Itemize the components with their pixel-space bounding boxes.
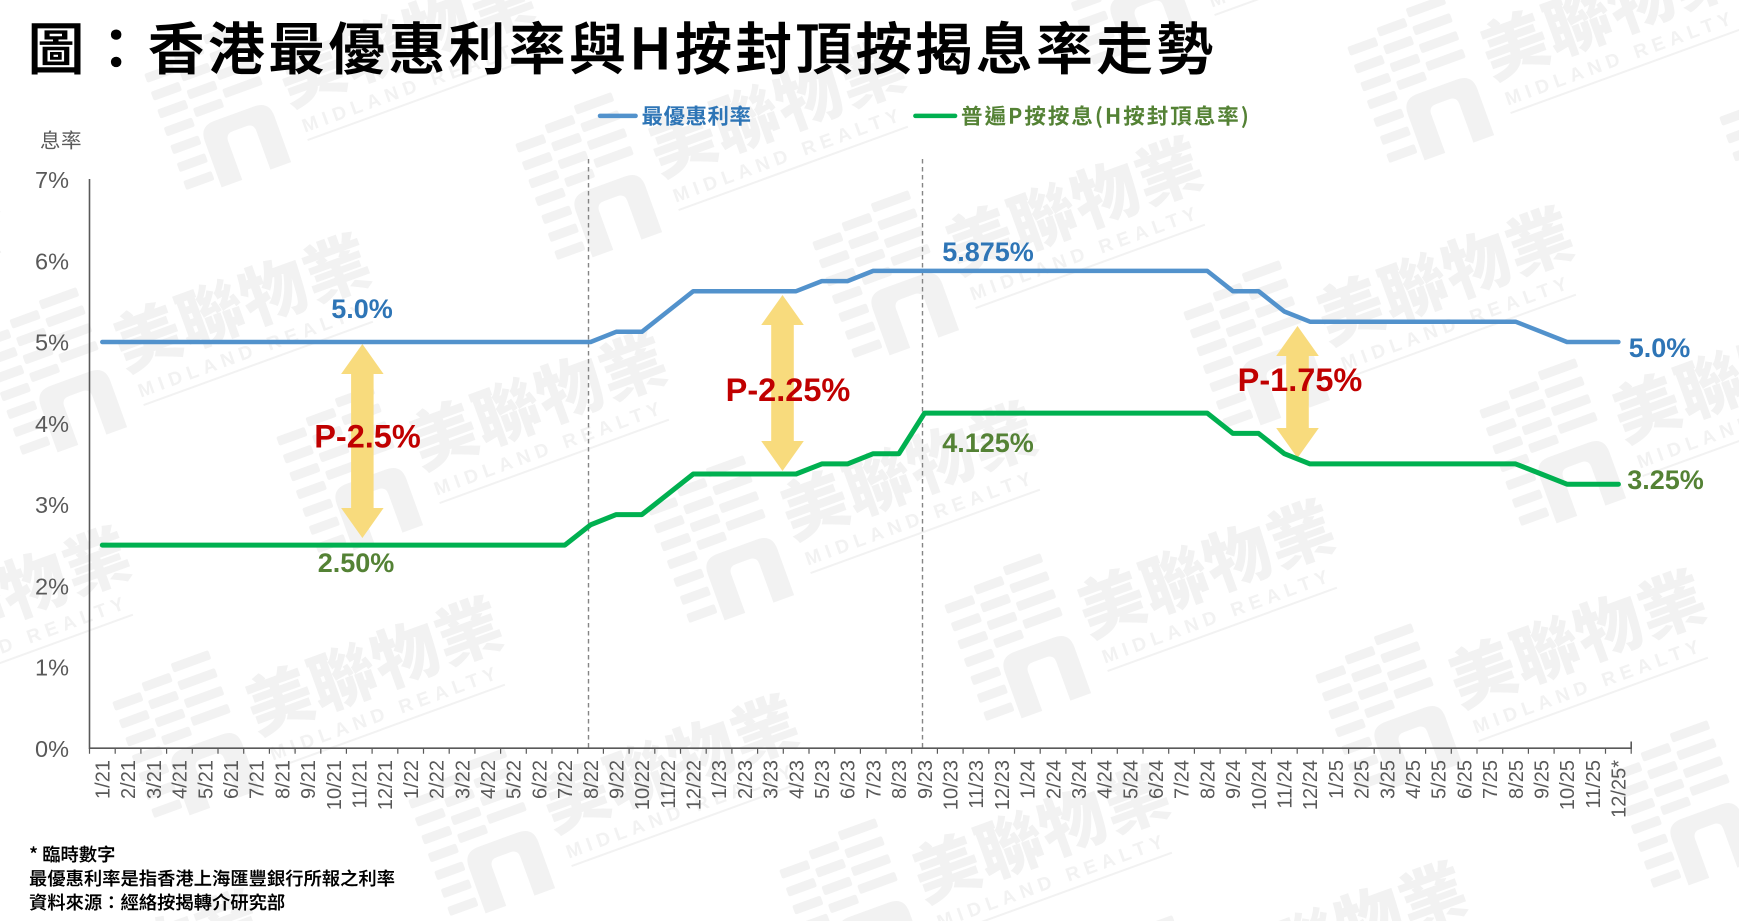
svg-text:7/25: 7/25 — [1480, 760, 1502, 799]
svg-text:4/25: 4/25 — [1403, 760, 1425, 799]
svg-text:3%: 3% — [35, 492, 69, 518]
svg-text:3/25: 3/25 — [1377, 760, 1399, 799]
svg-text:3/24: 3/24 — [1069, 760, 1091, 799]
svg-text:5.0%: 5.0% — [331, 294, 393, 324]
svg-text:9/21: 9/21 — [298, 760, 320, 799]
svg-text:9/23: 9/23 — [915, 760, 937, 799]
svg-text:2/24: 2/24 — [1043, 760, 1065, 799]
svg-text:2/23: 2/23 — [735, 760, 757, 799]
svg-text:4%: 4% — [35, 411, 69, 437]
svg-text:12/25*: 12/25* — [1609, 760, 1631, 818]
svg-text:7/21: 7/21 — [247, 760, 269, 799]
svg-text:0%: 0% — [35, 736, 69, 762]
svg-text:9/25: 9/25 — [1532, 760, 1554, 799]
svg-text:5/24: 5/24 — [1120, 760, 1142, 799]
svg-text:8/23: 8/23 — [889, 760, 911, 799]
svg-text:P-1.75%: P-1.75% — [1238, 362, 1363, 398]
svg-text:4/23: 4/23 — [786, 760, 808, 799]
svg-text:10/22: 10/22 — [632, 760, 654, 810]
svg-text:7/24: 7/24 — [1172, 760, 1194, 799]
svg-text:6/24: 6/24 — [1146, 760, 1168, 799]
svg-text:6/22: 6/22 — [529, 760, 551, 799]
svg-text:11/25: 11/25 — [1583, 760, 1605, 809]
svg-text:11/21: 11/21 — [350, 760, 372, 809]
svg-text:9/24: 9/24 — [1223, 760, 1245, 799]
svg-text:7%: 7% — [35, 167, 69, 193]
svg-text:4.125%: 4.125% — [942, 428, 1034, 458]
svg-text:5.875%: 5.875% — [942, 237, 1034, 267]
svg-text:12/23: 12/23 — [992, 760, 1014, 810]
svg-text:12/21: 12/21 — [375, 760, 397, 810]
svg-text:11/23: 11/23 — [966, 760, 988, 809]
svg-text:10/23: 10/23 — [941, 760, 963, 810]
svg-text:10/24: 10/24 — [1249, 760, 1271, 810]
svg-text:1/24: 1/24 — [1018, 760, 1040, 799]
svg-text:4/21: 4/21 — [170, 760, 192, 799]
svg-text:1%: 1% — [35, 655, 69, 681]
svg-text:5/23: 5/23 — [812, 760, 834, 799]
svg-text:8/22: 8/22 — [581, 760, 603, 799]
svg-text:3/22: 3/22 — [452, 760, 474, 799]
svg-text:5%: 5% — [35, 330, 69, 356]
svg-text:1/22: 1/22 — [401, 760, 423, 799]
svg-text:10/25: 10/25 — [1557, 760, 1579, 810]
svg-text:2%: 2% — [35, 573, 69, 599]
svg-text:8/25: 8/25 — [1506, 760, 1528, 799]
svg-text:10/21: 10/21 — [324, 760, 346, 810]
svg-text:5/25: 5/25 — [1429, 760, 1451, 799]
svg-text:P-2.25%: P-2.25% — [726, 372, 851, 408]
svg-text:5/21: 5/21 — [195, 760, 217, 799]
svg-text:12/24: 12/24 — [1300, 760, 1322, 810]
svg-text:9/22: 9/22 — [606, 760, 628, 799]
svg-text:2/25: 2/25 — [1352, 760, 1374, 799]
svg-text:11/24: 11/24 — [1275, 760, 1297, 809]
svg-text:8/21: 8/21 — [272, 760, 294, 799]
svg-text:1/21: 1/21 — [93, 760, 115, 799]
svg-text:7/22: 7/22 — [555, 760, 577, 799]
svg-text:3.25%: 3.25% — [1627, 465, 1704, 495]
svg-text:P-2.5%: P-2.5% — [314, 419, 421, 455]
svg-text:2/21: 2/21 — [118, 760, 140, 799]
svg-text:3/23: 3/23 — [761, 760, 783, 799]
svg-text:12/22: 12/22 — [684, 760, 706, 810]
svg-text:2/22: 2/22 — [427, 760, 449, 799]
svg-text:6%: 6% — [35, 248, 69, 274]
svg-text:5.0%: 5.0% — [1629, 333, 1691, 363]
svg-text:7/23: 7/23 — [863, 760, 885, 799]
svg-text:8/24: 8/24 — [1197, 760, 1219, 799]
svg-text:5/22: 5/22 — [504, 760, 526, 799]
svg-text:1/25: 1/25 — [1326, 760, 1348, 799]
svg-text:6/25: 6/25 — [1454, 760, 1476, 799]
svg-text:11/22: 11/22 — [658, 760, 680, 809]
svg-text:4/22: 4/22 — [478, 760, 500, 799]
svg-text:1/23: 1/23 — [709, 760, 731, 799]
svg-text:6/21: 6/21 — [221, 760, 243, 799]
svg-text:2.50%: 2.50% — [318, 548, 395, 578]
svg-text:6/23: 6/23 — [838, 760, 860, 799]
svg-text:3/21: 3/21 — [144, 760, 166, 799]
svg-text:4/24: 4/24 — [1095, 760, 1117, 799]
